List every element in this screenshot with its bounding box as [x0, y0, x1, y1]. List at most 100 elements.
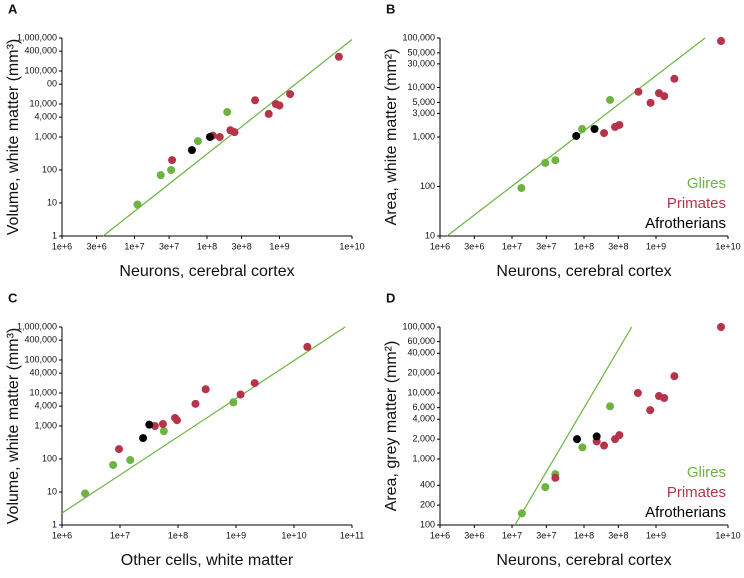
x-tick-label: 1e+9: [269, 241, 289, 251]
legend-entry: Afrotherians: [645, 504, 726, 521]
x-tick-label: 1e+8: [574, 241, 594, 251]
x-axis-label: Neurons, cerebral cortex: [496, 263, 671, 280]
y-tick-label: 400,000: [24, 46, 57, 56]
x-tick-label: 1e+6: [430, 241, 450, 251]
point: [223, 108, 232, 117]
point: [551, 156, 560, 165]
point: [717, 36, 726, 45]
y-tick-label: 00: [47, 79, 57, 89]
point: [633, 389, 642, 397]
point: [126, 456, 135, 465]
point: [81, 489, 90, 498]
point: [578, 125, 587, 134]
point: [251, 96, 260, 105]
x-tick-label: 1e+10: [281, 530, 306, 540]
panel: A 1 10 100 1,000 4,000 10,000 00 100,000 400,000 1…: [5, 1, 364, 280]
y-tick-label: 6,000: [412, 402, 435, 412]
panel-letter: C: [8, 290, 18, 305]
panel-letter: D: [386, 290, 395, 305]
x-tick-label: 1e+10: [715, 530, 740, 540]
y-tick-label: 20,000: [407, 368, 435, 378]
y-tick-label: 3,000: [412, 108, 435, 118]
y-tick-label: 2,000: [412, 434, 435, 444]
point: [634, 87, 643, 96]
y-tick-label: 1,000,000: [17, 32, 57, 42]
point: [167, 166, 176, 174]
y-tick-label: 1,000: [412, 131, 435, 141]
x-tick-label: 3e+6: [464, 241, 484, 251]
y-tick-label: 10,000: [29, 387, 57, 397]
x-tick-label: 1e+9: [646, 530, 666, 540]
point: [572, 131, 581, 140]
legend-entry: Glires: [687, 175, 726, 192]
x-axis-label: Neurons, cerebral cortex: [496, 552, 671, 569]
x-tick-label: 1e+10: [339, 241, 364, 251]
y-tick-label: 100,000: [402, 32, 435, 42]
y-tick-label: 10,000: [407, 387, 435, 397]
y-axis-label: Volume, white matter (mm³): [5, 328, 22, 524]
y-tick-label: 1,000: [412, 453, 435, 463]
x-tick-label: 1e+7: [110, 530, 130, 540]
y-tick-label: 1: [52, 519, 57, 529]
y-tick-label: 100: [42, 453, 57, 463]
x-tick-label: 3e+8: [608, 241, 628, 251]
point: [230, 128, 239, 137]
x-tick-label: 3e+6: [464, 530, 484, 540]
y-tick-label: 40,000: [407, 348, 435, 358]
y-axis-label: Area, white matter (mm²): [383, 49, 400, 226]
y-tick-label: 4,000: [34, 112, 57, 122]
point: [229, 398, 238, 407]
point: [145, 420, 154, 429]
y-tick-label: 40,000: [29, 368, 57, 378]
x-tick-label: 1e+6: [52, 530, 72, 540]
y-tick-label: 10: [425, 230, 435, 240]
point: [139, 434, 148, 443]
x-tick-label: 1e+8: [197, 241, 217, 251]
x-tick-label: 1e+6: [430, 530, 450, 540]
x-tick-label: 1e+8: [168, 530, 188, 540]
point: [600, 129, 609, 138]
y-tick-label: 1,000: [34, 420, 57, 430]
point: [660, 393, 669, 402]
y-tick-label: 50,000: [407, 47, 435, 57]
point: [250, 379, 259, 388]
y-tick-label: 100: [42, 164, 57, 174]
y-tick-label: 10: [47, 197, 57, 207]
point: [541, 158, 550, 167]
x-axis-label: Other cells, white matter: [121, 552, 294, 569]
y-tick-label: 100,000: [24, 65, 57, 75]
point: [114, 445, 123, 454]
point: [551, 473, 560, 482]
point: [592, 432, 601, 441]
point: [660, 92, 669, 101]
x-tick-label: 1e+7: [502, 241, 522, 251]
point: [717, 323, 726, 331]
panel-letter: B: [386, 1, 395, 16]
point: [215, 133, 224, 141]
point: [159, 427, 168, 436]
y-tick-label: 5,000: [412, 97, 435, 107]
panel-letter: A: [8, 1, 18, 16]
fit-line: [61, 326, 346, 514]
y-tick-label: 30,000: [407, 58, 435, 68]
point: [206, 133, 215, 141]
point: [193, 137, 202, 146]
y-tick-label: 4,000: [34, 401, 57, 411]
point: [168, 156, 177, 165]
y-tick-label: 1: [52, 230, 57, 240]
point: [573, 435, 582, 444]
fit-line: [514, 326, 633, 526]
y-axis-label: Area, grey matter (mm²): [383, 341, 400, 512]
point: [606, 402, 615, 411]
y-tick-label: 60,000: [407, 336, 435, 346]
y-tick-label: 10,000: [407, 82, 435, 92]
point: [670, 74, 679, 83]
point: [156, 171, 165, 180]
point: [286, 90, 295, 99]
point: [615, 120, 624, 129]
point: [646, 406, 655, 415]
y-tick-label: 10: [47, 486, 57, 496]
point: [187, 146, 196, 155]
y-tick-label: 100,000: [24, 354, 57, 364]
